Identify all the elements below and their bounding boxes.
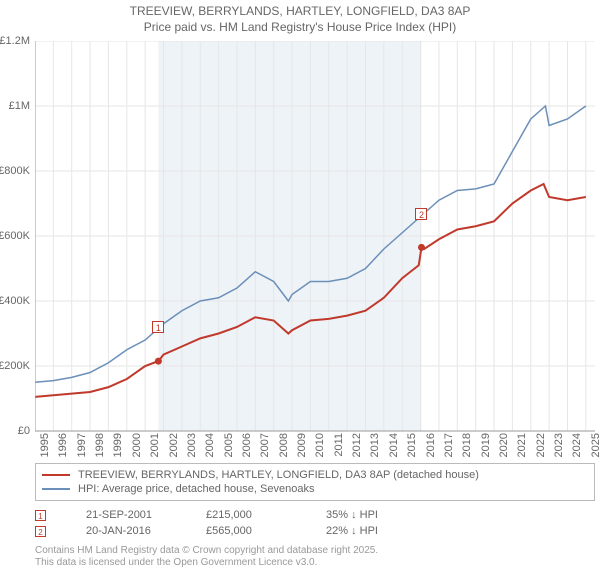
x-tick-label: 2000	[131, 433, 143, 457]
x-tick-label: 2019	[480, 433, 492, 457]
x-tick-label: 1995	[39, 433, 51, 457]
sale-marker: 2	[415, 208, 427, 220]
sales-row: 1 21-SEP-2001 £215,000 35% ↓ HPI	[35, 507, 595, 523]
x-tick-label: 2008	[278, 433, 290, 457]
chart-title: TREEVIEW, BERRYLANDS, HARTLEY, LONGFIELD…	[0, 0, 600, 35]
x-tick-label: 2021	[516, 433, 528, 457]
x-tick-label: 2005	[223, 433, 235, 457]
x-tick-label: 2016	[425, 433, 437, 457]
x-tick-label: 1998	[94, 433, 106, 457]
sale-price: £215,000	[206, 509, 286, 521]
legend-label: HPI: Average price, detached house, Seve…	[78, 483, 314, 495]
x-tick-label: 2013	[369, 433, 381, 457]
legend: TREEVIEW, BERRYLANDS, HARTLEY, LONGFIELD…	[35, 463, 595, 539]
x-tick-label: 2009	[296, 433, 308, 457]
y-tick-label: £200K	[0, 360, 30, 372]
sale-date: 21-SEP-2001	[86, 509, 166, 521]
x-tick-label: 2004	[204, 433, 216, 457]
legend-label: TREEVIEW, BERRYLANDS, HARTLEY, LONGFIELD…	[78, 469, 479, 481]
x-tick-label: 2024	[571, 433, 583, 457]
x-tick-label: 2010	[314, 433, 326, 457]
x-tick-label: 2015	[406, 433, 418, 457]
x-tick-label: 2011	[333, 433, 345, 457]
chart-area: £0£200K£400K£600K£800K£1M£1.2M 199519961…	[35, 41, 595, 461]
sale-marker-icon: 2	[35, 526, 46, 537]
x-tick-label: 2014	[388, 433, 400, 457]
sale-date: 20-JAN-2016	[86, 525, 166, 537]
legend-series-box: TREEVIEW, BERRYLANDS, HARTLEY, LONGFIELD…	[35, 463, 595, 501]
x-tick-label: 2003	[186, 433, 198, 457]
footer: Contains HM Land Registry data © Crown c…	[35, 545, 600, 569]
x-tick-label: 2022	[535, 433, 547, 457]
y-tick-label: £1M	[9, 100, 30, 112]
sales-row: 2 20-JAN-2016 £565,000 22% ↓ HPI	[35, 523, 595, 539]
x-tick-label: 2025	[590, 433, 600, 457]
legend-swatch	[42, 474, 70, 476]
sale-marker-icon: 1	[35, 510, 46, 521]
y-tick-label: £400K	[0, 295, 30, 307]
x-tick-label: 2020	[498, 433, 510, 457]
y-tick-label: £600K	[0, 230, 30, 242]
x-tick-label: 2002	[168, 433, 180, 457]
x-tick-label: 1997	[76, 433, 88, 457]
legend-row: TREEVIEW, BERRYLANDS, HARTLEY, LONGFIELD…	[42, 468, 588, 482]
y-tick-label: £800K	[0, 165, 30, 177]
footer-line2: This data is licensed under the Open Gov…	[35, 557, 600, 569]
line-chart	[35, 41, 595, 461]
sale-marker: 1	[152, 321, 164, 333]
y-tick-label: £1.2M	[0, 35, 30, 47]
x-tick-label: 1996	[57, 433, 69, 457]
x-tick-label: 2007	[259, 433, 271, 457]
y-tick-label: £0	[18, 425, 30, 437]
x-tick-label: 2012	[351, 433, 363, 457]
title-line2: Price paid vs. HM Land Registry's House …	[0, 20, 600, 36]
title-line1: TREEVIEW, BERRYLANDS, HARTLEY, LONGFIELD…	[0, 4, 600, 20]
sale-delta: 35% ↓ HPI	[326, 509, 406, 521]
legend-swatch	[42, 488, 70, 490]
legend-row: HPI: Average price, detached house, Seve…	[42, 482, 588, 496]
sale-price: £565,000	[206, 525, 286, 537]
x-tick-label: 2017	[443, 433, 455, 457]
footer-line1: Contains HM Land Registry data © Crown c…	[35, 545, 600, 557]
x-tick-label: 2023	[553, 433, 565, 457]
x-tick-label: 1999	[112, 433, 124, 457]
sale-delta: 22% ↓ HPI	[326, 525, 406, 537]
x-tick-label: 2001	[149, 433, 161, 457]
x-tick-label: 2006	[241, 433, 253, 457]
x-tick-label: 2018	[461, 433, 473, 457]
sales-table: 1 21-SEP-2001 £215,000 35% ↓ HPI 2 20-JAN-201…	[35, 507, 595, 539]
